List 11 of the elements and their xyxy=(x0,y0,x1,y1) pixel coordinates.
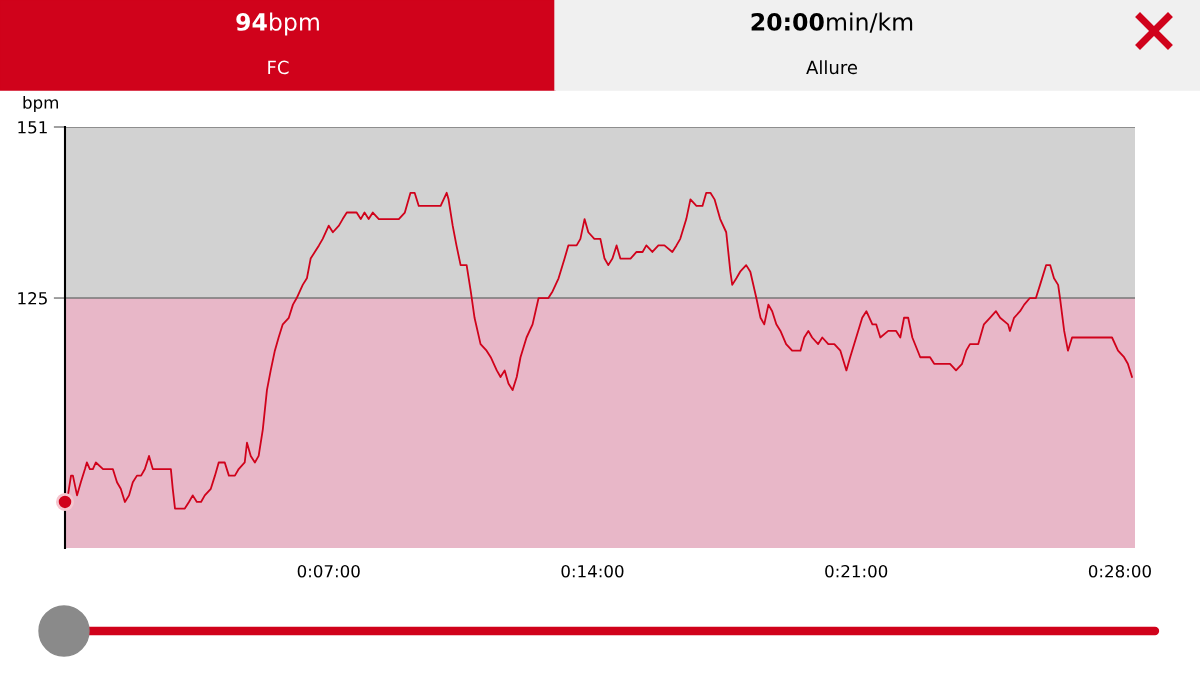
text: 94bpm xyxy=(236,12,319,36)
x-tick-label: 0:21:00 xyxy=(825,564,888,578)
x-tick-label: 0:07:00 xyxy=(297,564,360,578)
text: 20:00min/km xyxy=(751,12,913,33)
y-tick-label: 151 xyxy=(18,121,47,134)
text: FC xyxy=(268,60,289,75)
x-tick-label: 0:14:00 xyxy=(561,564,624,578)
x-tick-label: 0:28:00 xyxy=(1088,564,1151,578)
y-tick-label: 125 xyxy=(18,291,47,305)
text: Allure xyxy=(806,60,858,75)
y-axis-title: bpm xyxy=(23,95,58,113)
